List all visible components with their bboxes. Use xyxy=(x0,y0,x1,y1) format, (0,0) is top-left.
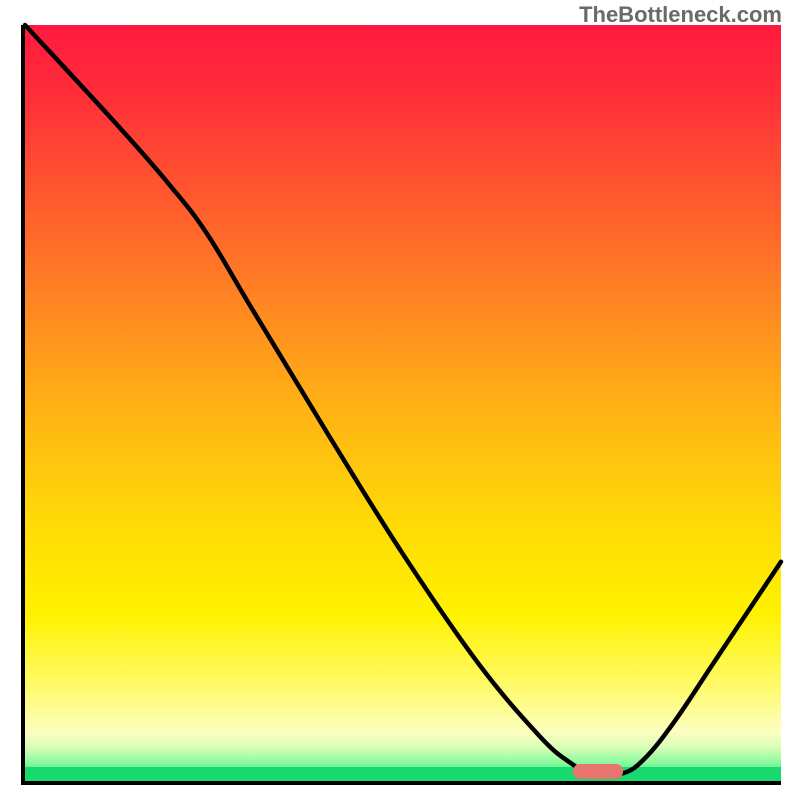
optimal-marker xyxy=(573,764,623,779)
chart-container: TheBottleneck.com xyxy=(0,0,800,800)
bottleneck-curve xyxy=(25,25,781,775)
attribution-label: TheBottleneck.com xyxy=(579,2,782,28)
x-axis-line xyxy=(21,781,781,785)
y-axis-line xyxy=(21,25,25,785)
plot-svg xyxy=(0,0,800,800)
